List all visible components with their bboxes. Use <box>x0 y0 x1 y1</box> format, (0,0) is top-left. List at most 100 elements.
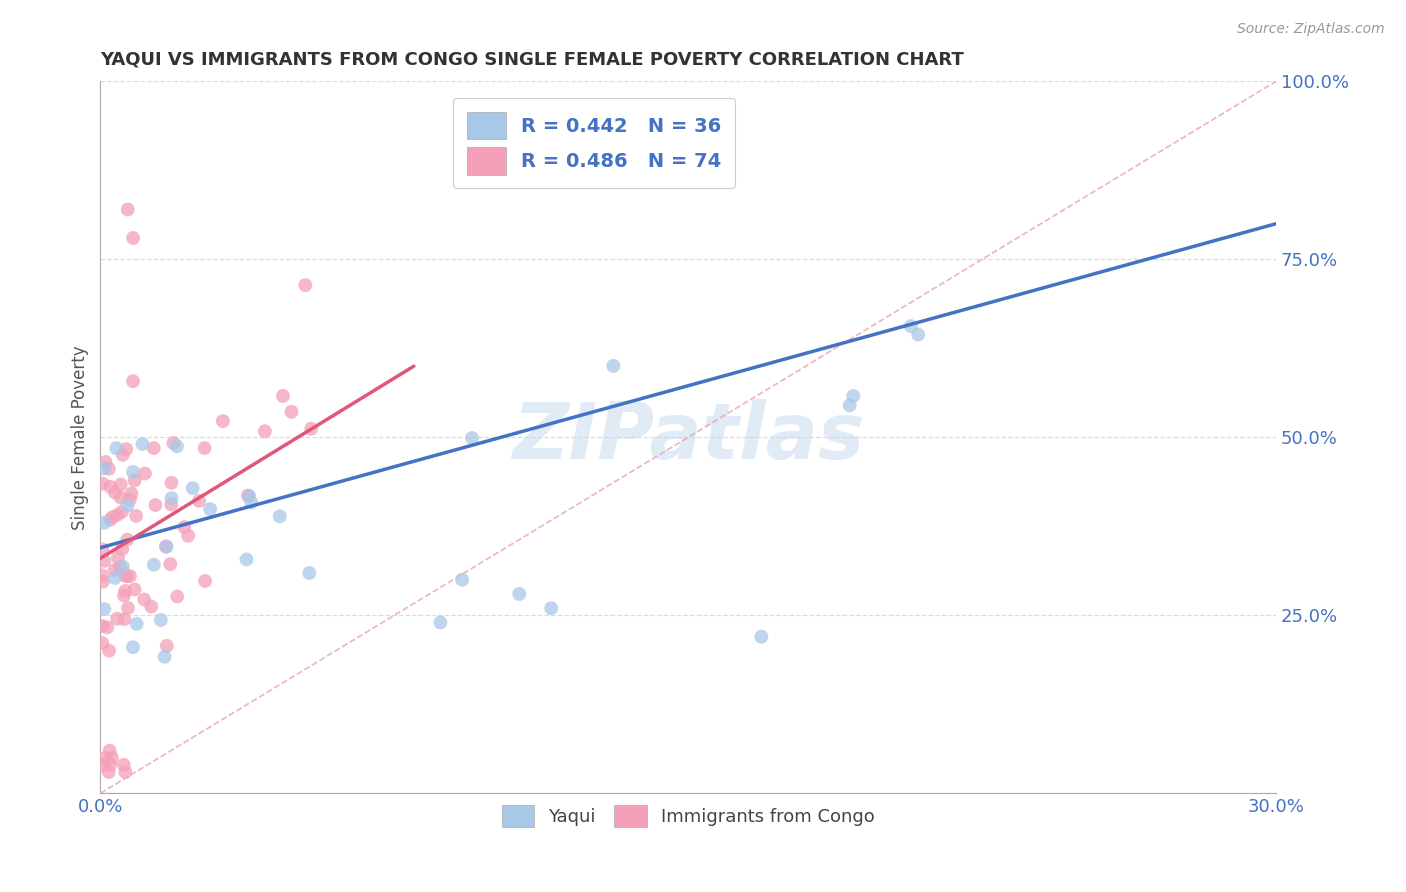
Point <box>93 461 115 475</box>
Point <box>101 750 124 764</box>
Point <box>117 601 139 615</box>
Point <box>91 636 114 650</box>
Point <box>115 442 138 456</box>
Point <box>238 489 260 503</box>
Point <box>97 462 120 476</box>
Point <box>166 439 188 453</box>
Point <box>236 489 259 503</box>
Point <box>111 505 134 519</box>
Point <box>97 764 120 779</box>
Point <box>142 558 165 572</box>
Point <box>155 540 177 554</box>
Point <box>125 508 148 523</box>
Point <box>118 569 141 583</box>
Legend: Yaqui, Immigrants from Congo: Yaqui, Immigrants from Congo <box>495 797 882 834</box>
Point <box>156 639 179 653</box>
Point <box>451 573 474 587</box>
Point <box>501 138 523 153</box>
Point <box>508 587 530 601</box>
Point <box>177 529 200 543</box>
Y-axis label: Single Female Poverty: Single Female Poverty <box>72 345 89 530</box>
Point <box>188 493 211 508</box>
Point <box>162 436 184 450</box>
Point <box>105 441 128 455</box>
Point <box>842 389 865 403</box>
Point <box>112 588 135 602</box>
Point <box>280 405 302 419</box>
Point <box>111 448 134 462</box>
Point <box>121 486 143 500</box>
Point <box>253 424 276 438</box>
Point <box>124 474 146 488</box>
Point <box>166 590 188 604</box>
Point <box>194 574 217 588</box>
Point <box>94 750 117 764</box>
Point <box>271 389 294 403</box>
Point <box>100 480 122 494</box>
Point <box>235 552 257 566</box>
Point <box>429 615 451 630</box>
Point <box>94 455 117 469</box>
Point <box>122 374 145 388</box>
Point <box>96 620 118 634</box>
Point <box>98 513 121 527</box>
Point <box>181 481 204 495</box>
Point <box>173 520 195 534</box>
Point <box>105 508 128 522</box>
Point <box>141 599 163 614</box>
Point <box>111 559 134 574</box>
Point <box>114 764 136 779</box>
Point <box>91 574 114 589</box>
Point <box>269 509 291 524</box>
Point <box>118 492 141 507</box>
Point <box>101 510 124 524</box>
Point <box>153 649 176 664</box>
Point <box>134 467 156 481</box>
Point <box>91 757 114 772</box>
Point <box>131 437 153 451</box>
Point <box>93 516 115 530</box>
Point <box>104 571 127 585</box>
Point <box>198 502 221 516</box>
Point <box>110 491 132 505</box>
Point <box>98 643 121 657</box>
Text: ZIPatlas: ZIPatlas <box>512 400 865 475</box>
Point <box>93 554 115 568</box>
Point <box>145 498 167 512</box>
Text: YAQUI VS IMMIGRANTS FROM CONGO SINGLE FEMALE POVERTY CORRELATION CHART: YAQUI VS IMMIGRANTS FROM CONGO SINGLE FE… <box>100 51 965 69</box>
Point <box>114 569 136 583</box>
Point <box>115 569 138 583</box>
Point <box>98 757 121 772</box>
Point <box>105 612 128 626</box>
Point <box>91 476 114 491</box>
Point <box>110 477 132 491</box>
Point <box>117 499 139 513</box>
Point <box>91 568 114 582</box>
Point <box>160 498 183 512</box>
Point <box>122 231 145 245</box>
Point <box>108 560 131 574</box>
Point <box>900 319 922 334</box>
Point <box>117 533 139 547</box>
Point <box>240 495 263 509</box>
Point <box>114 584 136 599</box>
Point <box>117 202 139 217</box>
Point <box>93 602 115 616</box>
Point <box>104 485 127 500</box>
Point <box>160 491 183 505</box>
Point <box>602 359 624 373</box>
Point <box>91 542 114 557</box>
Text: Source: ZipAtlas.com: Source: ZipAtlas.com <box>1237 22 1385 37</box>
Point <box>98 744 121 758</box>
Point <box>111 542 134 557</box>
Point <box>751 630 773 644</box>
Point <box>122 465 145 479</box>
Point <box>212 414 235 428</box>
Point <box>134 592 156 607</box>
Point <box>461 431 484 445</box>
Point <box>299 422 322 436</box>
Point <box>907 327 929 342</box>
Point <box>540 601 562 615</box>
Point <box>838 398 860 412</box>
Point <box>122 640 145 655</box>
